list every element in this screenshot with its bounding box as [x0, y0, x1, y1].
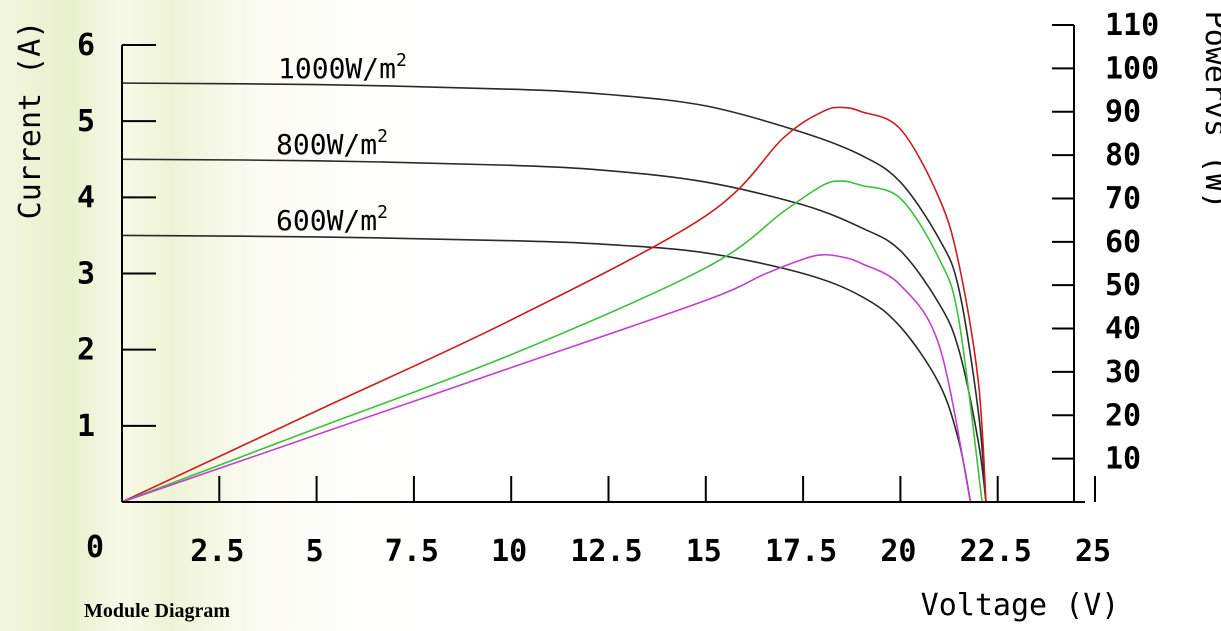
y-right-tick-label: 100 [1105, 51, 1159, 86]
curve-label-600: 600W/m2 [276, 202, 388, 237]
current-curve-2 [121, 234, 972, 503]
y-right-tick-label: 20 [1105, 398, 1141, 433]
y-right-axis-title: Powervs (W) [1198, 11, 1221, 210]
x-tick-label: 12.5 [570, 534, 642, 569]
y-left-axis-title: Current (A) [13, 21, 48, 220]
x-tick-label: 7.5 [385, 534, 439, 569]
y-left-tick-label: 1 [77, 409, 95, 444]
power-curve-4 [121, 180, 983, 503]
x-tick-label: 22.5 [960, 534, 1032, 569]
y-right-tick-label: 60 [1105, 225, 1141, 260]
x-axis-title: Voltage (V) [921, 588, 1120, 623]
y-right-tick-label: 90 [1105, 95, 1141, 130]
current-curve-1 [121, 158, 987, 503]
x-tick-label: 10 [491, 534, 527, 569]
curves [121, 82, 987, 503]
y-right-tick-label: 30 [1105, 355, 1141, 390]
x-tick-label: 15 [686, 534, 722, 569]
y-left-tick-label: 5 [77, 104, 95, 139]
x-tick-label: 2.5 [190, 534, 244, 569]
y-left-tick-label: 2 [77, 333, 95, 368]
power-curve-3 [121, 106, 987, 503]
y-left-tick-label: 3 [77, 257, 95, 292]
y-right-tick-label: 110 [1105, 8, 1159, 43]
y-right-tick-label: 40 [1105, 312, 1141, 347]
x-tick-label: 17.5 [765, 534, 837, 569]
labels: 2.5 5 7.5 10 12.5 15 17.5 20 22.5 25 1 2 3 4 5 6 10 20 30 4… [77, 8, 1159, 569]
y-right-tick-label: 70 [1105, 181, 1141, 216]
x-tick-label: 25 [1075, 534, 1111, 569]
x-tick-label: 5 [306, 534, 324, 569]
y-right-tick-label: 10 [1105, 442, 1141, 477]
y-left-tick-label: 4 [77, 180, 95, 215]
curve-label-1000: 1000W/m2 [278, 50, 407, 85]
caption: Module Diagram [84, 600, 231, 622]
curve-label-800: 800W/m2 [276, 126, 388, 161]
y-right-tick-label: 80 [1105, 138, 1141, 173]
x-tick-label: 20 [880, 534, 916, 569]
current-curve-0 [121, 82, 987, 503]
y-left-tick-label: 6 [77, 28, 95, 63]
axes [121, 24, 1096, 503]
origin-label: 0 [86, 530, 104, 565]
power-curve-5 [121, 253, 972, 503]
y-right-tick-label: 50 [1105, 268, 1141, 303]
